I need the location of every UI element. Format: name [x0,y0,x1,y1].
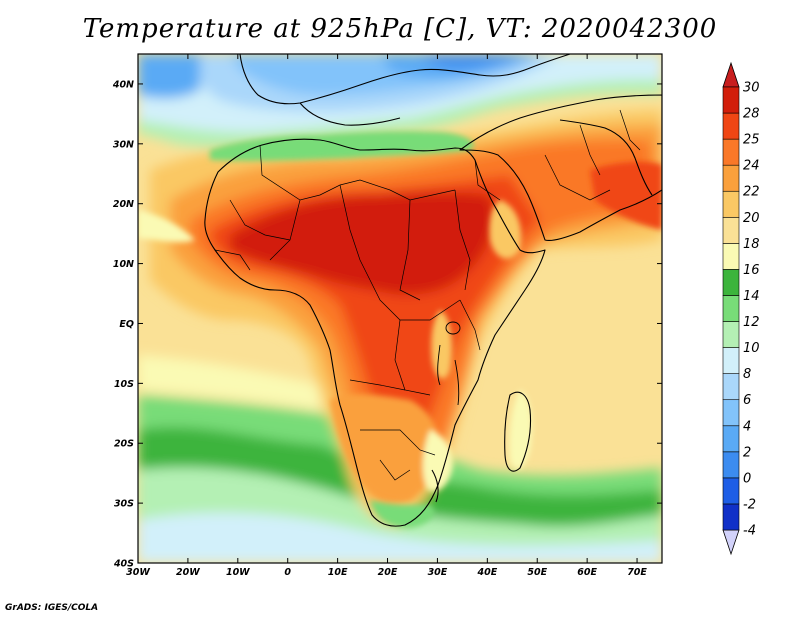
lakes [437,321,461,406]
x-tick-label: 0 [284,567,291,578]
colorbar-swatch [722,269,740,296]
x-tick-label: 70E [627,567,647,578]
colorbar-label: 12 [743,315,760,330]
colorbar-label: 24 [743,159,760,174]
x-tick-label: 50E [527,567,547,578]
x-tick-label: 30W [126,567,150,578]
colorbar-label: 28 [743,107,760,122]
x-tick-label: 20W [176,567,200,578]
x-tick-label: 10W [226,567,250,578]
y-axis: 40N 30N 20N 10N EQ 10S 20S 30S 40S [112,79,662,570]
colorbar-swatch [722,243,740,270]
colorbar-label: 25 [743,133,760,148]
colorbar-label: 30 [743,81,760,96]
temperature-field [138,54,662,563]
colorbar-swatch [722,86,740,114]
x-axis: 30W 20W 10W 0 10E 20E 30E 40E 50E 60E 70E [126,54,647,578]
y-tick-label: 10N [113,259,134,270]
colorbar-swatch [722,503,740,531]
x-tick-label: 30E [428,567,448,578]
colorbar-label: 0 [743,471,751,486]
colorbar-label: 6 [743,393,751,408]
colorbar-high-arrow [722,61,740,88]
coastlines [204,54,662,527]
colorbar-label: 2 [743,445,751,460]
colorbar-swatch [722,112,740,140]
colorbar-swatch [722,216,740,244]
colorbar-label: 20 [743,211,760,226]
colorbar-swatch [722,399,740,427]
country-borders [214,109,641,481]
colorbar-swatch [722,164,740,192]
colorbar-low-arrow [722,529,740,556]
y-tick-label: EQ [119,319,134,330]
x-tick-label: 40E [476,567,497,578]
x-tick-label: 10E [328,567,348,578]
colorbar-label: 4 [743,419,751,434]
y-tick-label: 40S [113,559,134,570]
colorbar-label: -4 [743,524,756,539]
y-tick-label: 20S [114,439,134,450]
colorbar-label: 18 [743,237,760,252]
colorbar-swatch [722,321,740,348]
y-tick-label: 30N [113,139,134,150]
colorbar-swatch [722,190,740,218]
colorbar-swatch [722,295,740,322]
colorbar-swatch [722,347,740,374]
y-tick-label: 10S [114,379,134,390]
colorbar-swatch [722,477,740,505]
y-tick-label: 40N [112,79,134,90]
colorbar-label: 8 [743,367,751,382]
colorbar-label: 22 [743,185,760,200]
colorbar-label: 14 [743,289,760,304]
colorbar-label: 10 [743,341,760,356]
x-tick-label: 60E [577,567,597,578]
chart-title: Temperature at 925hPa [C], VT: 202004230… [82,14,718,44]
colorbar-swatch [722,138,740,166]
credit-label: GrADS: IGES/COLA [5,603,99,613]
colorbar-swatch [722,451,740,479]
colorbar-label: 16 [743,263,760,278]
colorbar-swatch [722,425,740,453]
y-tick-label: 30S [114,499,134,510]
colorbar-swatch [722,373,740,401]
y-tick-label: 20N [113,199,134,210]
x-tick-label: 20E [378,567,398,578]
colorbar-label: -2 [743,497,756,512]
map-frame [137,53,663,564]
